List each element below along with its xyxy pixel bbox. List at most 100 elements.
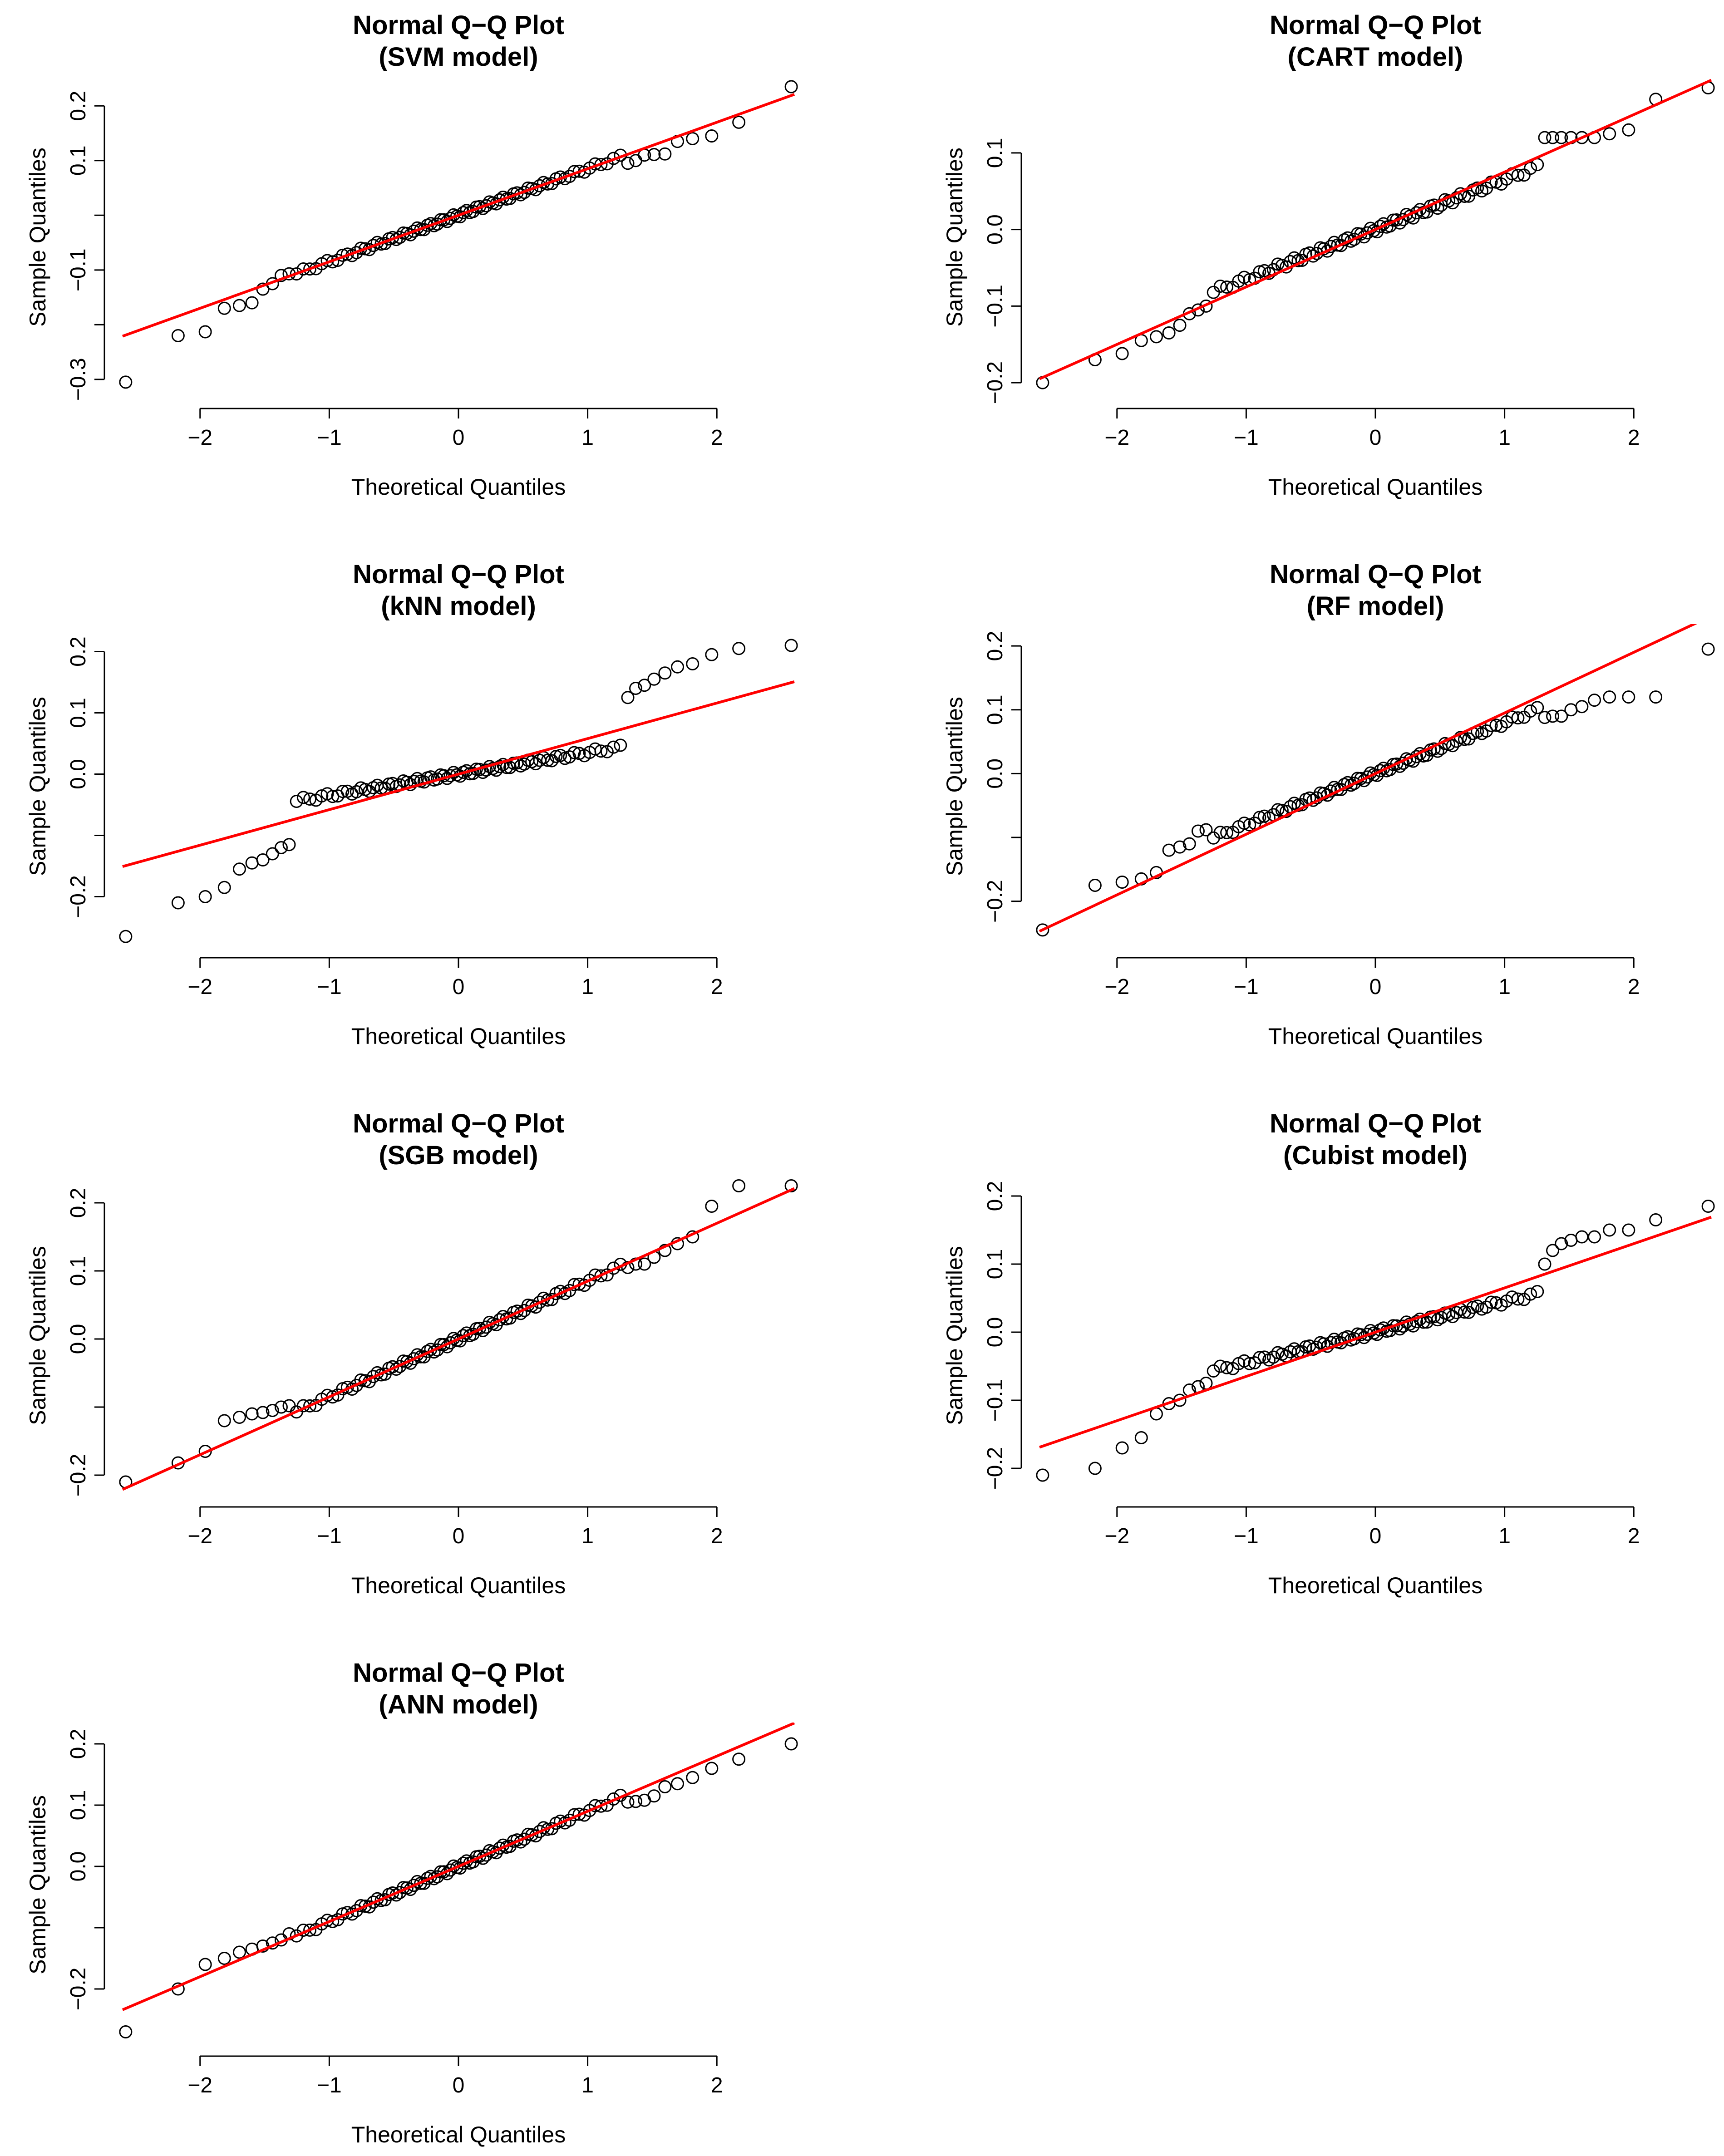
- data-point: [541, 753, 554, 767]
- data-point: [705, 1200, 719, 1213]
- data-point: [658, 1780, 672, 1793]
- data-point: [600, 745, 614, 758]
- data-point: [784, 80, 798, 94]
- x-tick-label: 1: [1498, 1524, 1511, 1548]
- x-axis-title: Theoretical Quantiles: [351, 1573, 566, 1598]
- panel-title: Normal Q−Q Plot: [353, 1658, 564, 1688]
- data-point: [217, 1414, 231, 1427]
- y-tick-label: 0.1: [66, 698, 90, 728]
- qq-reference-line: [122, 680, 795, 868]
- x-axis-title: Theoretical Quantiles: [351, 1024, 566, 1049]
- data-point: [1399, 1315, 1413, 1329]
- x-tick-label: 2: [711, 426, 723, 450]
- data-point: [437, 1865, 451, 1879]
- y-tick-label: 0.1: [66, 1256, 90, 1286]
- qq-reference-line: [122, 93, 795, 338]
- data-point: [1360, 770, 1374, 784]
- panel-title: Normal Q−Q Plot: [353, 10, 564, 40]
- data-point: [493, 1313, 507, 1327]
- data-point: [658, 147, 672, 161]
- panel-subtitle: (CART model): [1288, 42, 1463, 72]
- y-axis-title: Sample Quantiles: [942, 1246, 967, 1425]
- data-point: [705, 129, 719, 143]
- data-point: [119, 375, 133, 389]
- data-point: [274, 1400, 288, 1414]
- y-tick-label: 0.0: [983, 1317, 1007, 1348]
- x-tick-label: 0: [453, 975, 465, 999]
- x-tick-label: 2: [711, 2073, 723, 2097]
- data-point: [370, 778, 384, 792]
- data-point: [245, 296, 259, 310]
- data-point: [1524, 704, 1537, 718]
- data-point: [350, 785, 363, 798]
- data-point: [629, 154, 643, 167]
- data-point: [493, 760, 507, 773]
- data-point: [1446, 739, 1459, 753]
- data-point: [686, 132, 699, 146]
- data-point: [614, 738, 627, 752]
- data-point: [1396, 1319, 1410, 1333]
- y-axis-title: Sample Quantiles: [942, 148, 967, 327]
- data-point: [1220, 1361, 1234, 1374]
- x-tick-label: −2: [1104, 426, 1129, 450]
- data-point: [303, 262, 317, 276]
- y-tick-label: −0.2: [983, 1447, 1007, 1490]
- data-point: [784, 639, 798, 652]
- data-point: [1524, 162, 1537, 175]
- x-tick-label: 1: [581, 1524, 594, 1548]
- data-point: [315, 789, 329, 803]
- data-point: [1266, 1350, 1280, 1364]
- data-point: [537, 751, 551, 764]
- panel-subtitle: (ANN model): [379, 1690, 538, 1719]
- data-point: [1207, 285, 1220, 299]
- data-point: [1088, 1462, 1102, 1475]
- y-tick-label: 0.0: [66, 1324, 90, 1354]
- data-point: [1484, 1295, 1498, 1309]
- y-axis-title: Sample Quantiles: [942, 697, 967, 876]
- data-point: [217, 1952, 231, 1965]
- y-tick-label: 0.2: [983, 631, 1007, 661]
- data-point: [479, 199, 493, 212]
- x-tick-label: 2: [1628, 426, 1640, 450]
- data-point: [1220, 826, 1234, 839]
- y-tick-label: −0.3: [66, 358, 90, 401]
- data-point: [1622, 1223, 1635, 1237]
- panel-title: Normal Q−Q Plot: [353, 560, 564, 589]
- y-axis-title: Sample Quantiles: [25, 148, 50, 327]
- data-point: [1115, 875, 1129, 889]
- data-point: [503, 761, 517, 774]
- x-tick-label: −1: [1234, 426, 1259, 450]
- data-point: [1546, 709, 1560, 723]
- data-point: [629, 682, 643, 695]
- y-tick-label: −0.2: [983, 880, 1007, 923]
- data-point: [1575, 700, 1589, 714]
- y-tick-label: 0.1: [66, 1790, 90, 1821]
- data-point: [274, 841, 288, 854]
- y-tick-label: 0.0: [983, 214, 1007, 245]
- data-point: [1320, 788, 1334, 802]
- data-point: [1220, 281, 1234, 294]
- data-point: [1253, 1351, 1266, 1364]
- data-point: [1271, 803, 1285, 817]
- x-tick-label: −1: [317, 975, 342, 999]
- x-tick-label: −2: [187, 975, 212, 999]
- data-point: [1555, 709, 1568, 723]
- data-point: [638, 1257, 651, 1271]
- data-point: [705, 1762, 719, 1775]
- x-tick-label: 0: [1369, 426, 1382, 450]
- data-point: [1191, 824, 1205, 838]
- data-point: [1588, 694, 1601, 707]
- data-point: [1622, 690, 1635, 704]
- x-tick-label: −2: [187, 1524, 212, 1548]
- panel-subtitle: (SGB model): [379, 1141, 538, 1170]
- data-point: [1306, 249, 1320, 263]
- data-point: [1393, 216, 1407, 230]
- qq-reference-line: [1039, 1216, 1712, 1449]
- x-tick-label: −1: [317, 426, 342, 450]
- data-point: [1622, 123, 1635, 137]
- panel-subtitle: (SVM model): [379, 42, 538, 72]
- y-tick-label: 0.0: [66, 1851, 90, 1882]
- data-point: [407, 1879, 421, 1892]
- data-point: [303, 792, 317, 806]
